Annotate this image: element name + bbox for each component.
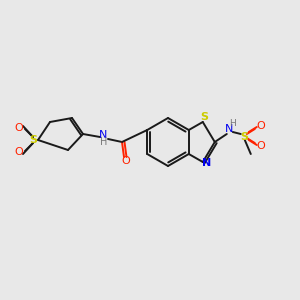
Text: H: H <box>100 137 108 147</box>
Text: O: O <box>256 141 265 151</box>
Text: O: O <box>15 147 23 157</box>
Text: O: O <box>256 121 265 131</box>
Text: S: S <box>200 112 208 122</box>
Text: H: H <box>230 118 236 127</box>
Text: N: N <box>225 124 233 134</box>
Text: N: N <box>202 158 212 168</box>
Text: O: O <box>122 156 130 166</box>
Text: N: N <box>99 130 107 140</box>
Text: S: S <box>29 135 37 145</box>
Text: S: S <box>240 132 248 142</box>
Text: O: O <box>15 123 23 133</box>
